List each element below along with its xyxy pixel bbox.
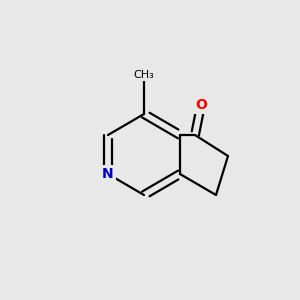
- Text: O: O: [195, 98, 207, 112]
- Text: CH₃: CH₃: [134, 70, 154, 80]
- Text: N: N: [102, 167, 114, 181]
